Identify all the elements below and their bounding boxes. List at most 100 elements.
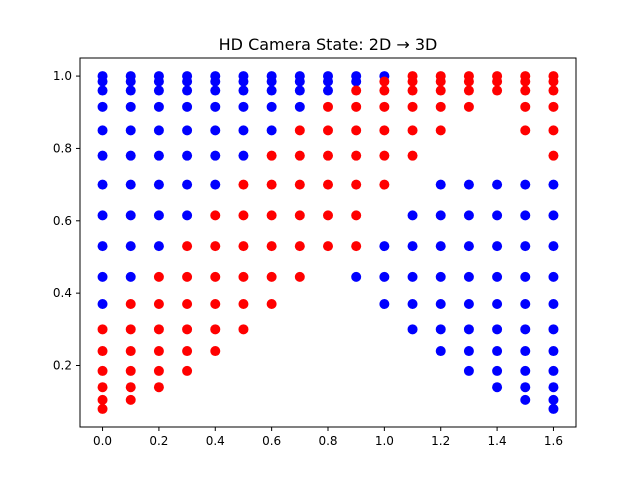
data-point-red — [463, 76, 474, 87]
data-point-blue — [351, 76, 362, 87]
data-point-red — [153, 346, 164, 357]
data-point-blue — [97, 101, 108, 112]
data-point-blue — [266, 85, 277, 96]
data-point-red — [351, 125, 362, 136]
data-point-blue — [294, 85, 305, 96]
data-point-blue — [153, 179, 164, 190]
data-point-blue — [435, 299, 446, 309]
data-point-red — [210, 299, 221, 309]
x-tick-label: 0.0 — [93, 434, 112, 448]
data-point-red — [407, 150, 418, 161]
data-point-blue — [548, 210, 559, 221]
data-point-blue — [97, 179, 108, 190]
data-point-red — [294, 241, 305, 252]
data-point-blue — [435, 241, 446, 252]
data-point-red — [463, 85, 474, 96]
data-point-red — [153, 324, 164, 335]
data-point-blue — [210, 125, 221, 136]
data-point-blue — [492, 346, 503, 357]
data-point-red — [548, 76, 559, 87]
data-point-blue — [520, 179, 531, 190]
data-point-red — [379, 150, 390, 161]
data-point-red — [520, 101, 531, 112]
data-point-blue — [548, 365, 559, 376]
data-point-red — [182, 346, 193, 357]
data-point-blue — [125, 150, 136, 161]
data-point-red — [520, 76, 531, 87]
data-point-blue — [125, 179, 136, 190]
x-tick-label: 1.6 — [544, 434, 563, 448]
data-point-red — [435, 125, 446, 136]
data-point-blue — [210, 85, 221, 96]
data-point-blue — [548, 179, 559, 190]
y-tick-label: 0.8 — [53, 141, 72, 155]
x-tick-label: 1.2 — [431, 434, 450, 448]
data-point-blue — [125, 101, 136, 112]
data-point-red — [379, 76, 390, 87]
data-point-blue — [182, 125, 193, 136]
data-point-red — [182, 241, 193, 252]
data-point-red — [407, 76, 418, 87]
data-point-red — [435, 101, 446, 112]
data-point-blue — [125, 271, 136, 282]
data-point-blue — [125, 125, 136, 136]
y-tick-label: 0.2 — [53, 359, 72, 373]
ticks-layer: 0.0 0.2 0.4 0.6 0.8 1.0 1.2 1.4 1.6 0.2 0.4 0.6 0.8 1… — [53, 69, 563, 448]
data-point-blue — [323, 76, 333, 87]
data-point-blue — [463, 271, 474, 282]
data-point-blue — [97, 210, 108, 221]
data-point-blue — [463, 210, 474, 221]
data-point-red — [125, 382, 136, 393]
data-point-blue — [97, 125, 108, 136]
data-point-blue — [492, 210, 503, 221]
data-point-blue — [97, 150, 108, 161]
data-point-red — [266, 150, 277, 161]
data-point-blue — [520, 299, 531, 309]
data-point-red — [182, 299, 193, 309]
data-point-red — [463, 101, 474, 112]
x-tick-label: 1.4 — [488, 434, 507, 448]
data-point-red — [294, 179, 305, 190]
data-point-red — [125, 365, 136, 376]
data-point-red — [153, 299, 164, 309]
data-point-red — [266, 241, 277, 252]
data-point-blue — [463, 324, 474, 335]
data-point-blue — [520, 346, 531, 357]
data-point-blue — [210, 76, 221, 87]
data-point-red — [323, 101, 333, 112]
data-point-blue — [407, 299, 418, 309]
data-point-blue — [463, 346, 474, 357]
data-point-red — [182, 365, 193, 376]
data-point-blue — [492, 179, 503, 190]
data-point-red — [435, 76, 446, 87]
data-point-blue — [97, 241, 108, 252]
data-point-blue — [97, 299, 108, 309]
data-point-red — [351, 210, 362, 221]
data-point-blue — [153, 85, 164, 96]
data-point-red — [97, 403, 108, 414]
data-point-blue — [266, 125, 277, 136]
data-point-red — [153, 271, 164, 282]
data-point-red — [210, 346, 221, 357]
data-point-red — [379, 85, 390, 96]
data-point-red — [125, 299, 136, 309]
data-point-red — [238, 271, 249, 282]
data-point-red — [97, 394, 108, 405]
data-point-blue — [153, 125, 164, 136]
data-point-blue — [153, 241, 164, 252]
data-point-blue — [407, 210, 418, 221]
data-point-red — [266, 179, 277, 190]
data-point-red — [294, 150, 305, 161]
data-point-blue — [520, 210, 531, 221]
data-point-blue — [153, 150, 164, 161]
data-point-blue — [435, 210, 446, 221]
data-point-blue — [407, 324, 418, 335]
data-point-red — [210, 210, 221, 221]
x-tick-label: 1.0 — [375, 434, 394, 448]
data-point-red — [548, 125, 559, 136]
data-point-red — [407, 101, 418, 112]
data-point-blue — [520, 382, 531, 393]
data-point-blue — [153, 76, 164, 87]
